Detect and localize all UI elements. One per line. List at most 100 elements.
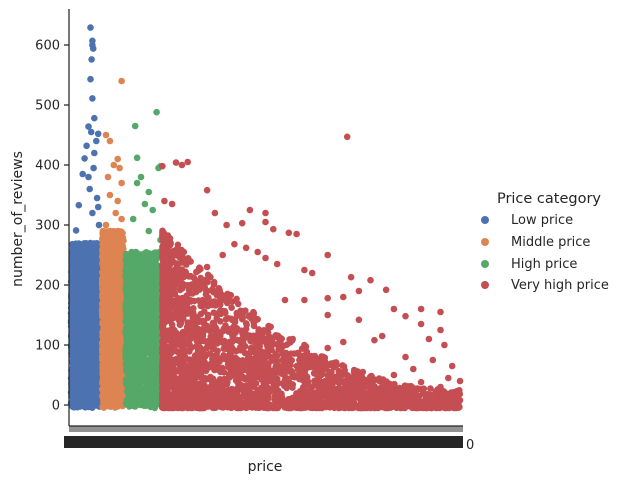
point-low-price bbox=[92, 302, 100, 310]
point-middle-price bbox=[113, 331, 121, 339]
point-high-price bbox=[143, 318, 151, 325]
point-middle-price bbox=[100, 377, 108, 384]
point-middle-price bbox=[115, 286, 122, 294]
point-low-price bbox=[78, 392, 86, 400]
point-low-price bbox=[95, 221, 103, 229]
point-high-price bbox=[137, 173, 145, 181]
point-middle-price bbox=[101, 297, 108, 304]
point-low-price bbox=[91, 149, 98, 157]
point-low-price bbox=[88, 56, 95, 63]
point-low-price bbox=[89, 45, 97, 52]
point-high-price bbox=[133, 179, 141, 187]
point-low-price bbox=[70, 342, 77, 349]
point-high-price bbox=[141, 298, 148, 305]
point-low-price bbox=[73, 301, 80, 309]
point-high-price bbox=[149, 206, 156, 214]
point-low-price bbox=[92, 273, 100, 281]
point-middle-price bbox=[102, 277, 109, 285]
point-high-price bbox=[125, 373, 132, 381]
point-low-price bbox=[71, 383, 79, 391]
point-middle-price bbox=[109, 393, 116, 401]
point-high-price bbox=[137, 381, 144, 389]
point-high-price bbox=[131, 122, 139, 130]
point-low-price bbox=[69, 375, 77, 383]
point-low-price bbox=[75, 362, 82, 369]
point-middle-price bbox=[112, 269, 119, 276]
point-high-price bbox=[152, 265, 160, 273]
point-low-price bbox=[72, 227, 80, 234]
point-middle-price bbox=[106, 328, 113, 336]
point-high-price bbox=[145, 227, 153, 235]
point-low-price bbox=[70, 250, 78, 257]
point-high-price bbox=[141, 200, 149, 208]
point-high-price bbox=[146, 393, 154, 400]
point-middle-price bbox=[118, 215, 125, 223]
point-middle-price bbox=[100, 313, 107, 321]
point-high-price bbox=[132, 281, 140, 288]
point-middle-price bbox=[112, 209, 119, 217]
point-middle-price bbox=[114, 155, 121, 163]
point-high-price bbox=[146, 289, 154, 297]
point-low-price bbox=[90, 375, 98, 383]
point-middle-price bbox=[110, 308, 118, 315]
point-middle-price bbox=[98, 339, 106, 347]
point-middle-price bbox=[102, 131, 110, 139]
point-middle-price bbox=[99, 234, 106, 241]
point-low-price bbox=[91, 313, 98, 320]
point-middle-price bbox=[106, 320, 113, 328]
point-middle-price bbox=[101, 363, 108, 370]
point-middle-price bbox=[108, 282, 115, 290]
point-low-price bbox=[77, 331, 85, 339]
point-middle-price bbox=[99, 228, 107, 235]
point-high-price bbox=[123, 352, 130, 360]
point-high-price bbox=[143, 400, 151, 408]
point-low-price bbox=[86, 185, 93, 193]
point-low-price bbox=[83, 142, 90, 150]
point-high-price bbox=[133, 154, 141, 162]
point-low-price bbox=[74, 275, 82, 282]
point-middle-price bbox=[99, 285, 107, 292]
point-low-price bbox=[68, 274, 76, 282]
point-middle-price bbox=[109, 352, 117, 359]
point-low-price bbox=[86, 392, 94, 400]
point-low-price bbox=[69, 401, 77, 408]
point-low-price bbox=[94, 130, 102, 138]
point-low-price bbox=[75, 201, 83, 209]
point-low-price bbox=[75, 257, 82, 264]
point-middle-price bbox=[106, 250, 113, 258]
point-high-price bbox=[136, 343, 144, 350]
point-low-price bbox=[92, 292, 100, 299]
point-low-price bbox=[74, 313, 82, 321]
point-low-price bbox=[86, 266, 93, 274]
point-high-price bbox=[150, 340, 157, 348]
point-middle-price bbox=[98, 386, 106, 393]
point-high-price bbox=[126, 400, 133, 408]
point-low-price bbox=[68, 352, 76, 360]
point-low-price bbox=[75, 324, 82, 332]
point-middle-price bbox=[106, 191, 114, 199]
point-middle-price bbox=[111, 366, 119, 373]
point-low-price bbox=[86, 399, 93, 407]
point-low-price bbox=[93, 137, 100, 145]
point-middle-price bbox=[109, 240, 116, 248]
point-middle-price bbox=[115, 249, 123, 256]
point-middle-price bbox=[115, 297, 122, 305]
point-middle-price bbox=[106, 334, 113, 342]
point-high-price bbox=[130, 395, 138, 403]
point-high-price bbox=[132, 269, 140, 277]
point-low-price bbox=[75, 244, 82, 251]
point-high-price bbox=[141, 269, 149, 276]
point-high-price bbox=[129, 215, 137, 223]
point-middle-price bbox=[113, 373, 121, 381]
point-low-price bbox=[85, 173, 92, 181]
point-low-price bbox=[91, 114, 98, 122]
point-middle-price bbox=[100, 260, 107, 268]
point-low-price bbox=[82, 368, 90, 376]
point-middle-price bbox=[112, 387, 120, 395]
point-high-price bbox=[126, 337, 134, 344]
point-middle-price bbox=[98, 253, 106, 261]
point-high-price bbox=[130, 355, 138, 363]
point-middle-price bbox=[100, 306, 108, 313]
point-middle-price bbox=[102, 221, 110, 229]
point-low-price bbox=[87, 75, 94, 83]
